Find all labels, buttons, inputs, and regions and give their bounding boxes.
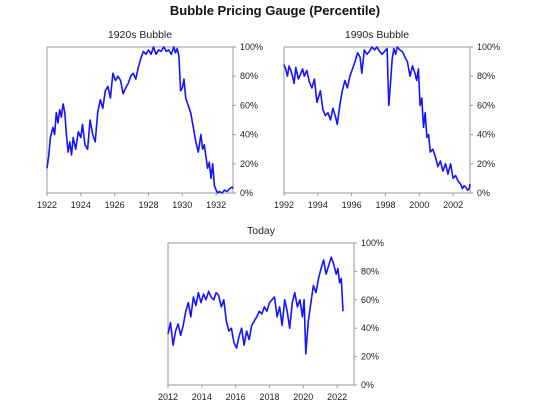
y-tick-label: 20% — [240, 159, 258, 169]
x-tick-label: 2016 — [226, 392, 246, 402]
x-tick-label: 1926 — [105, 200, 125, 210]
y-tick-label: 60% — [240, 100, 258, 110]
x-tick-label: 1922 — [37, 200, 57, 210]
chart-1990s-title: 1990s Bubble — [345, 29, 409, 41]
x-tick-label: 2014 — [192, 392, 212, 402]
x-tick-label: 1928 — [138, 200, 158, 210]
chart-today-frame — [167, 242, 355, 386]
y-tick-label: 0% — [240, 188, 253, 198]
y-tick-label: 20% — [361, 352, 379, 362]
y-tick-label: 100% — [477, 42, 500, 52]
y-tick-label: 80% — [240, 71, 258, 81]
y-tick-label: 80% — [361, 266, 379, 276]
chart-1990s: 1990s Bubble 1992 1994 1996 1998 2000 2002 0% 20… — [274, 29, 500, 210]
x-tick-label: 2020 — [293, 392, 313, 402]
series-line-1920s — [46, 46, 234, 194]
y-tick-label: 20% — [477, 159, 495, 169]
x-tick-label: 2012 — [158, 392, 178, 402]
x-tick-label: 1994 — [308, 200, 328, 210]
y-tick-label: 60% — [477, 100, 495, 110]
x-tick-label: 1930 — [172, 200, 192, 210]
x-tick-label: 1998 — [375, 200, 395, 210]
x-tick-label: 1992 — [274, 200, 294, 210]
x-tick-label: 1932 — [206, 200, 226, 210]
series-line-today — [167, 256, 344, 355]
y-tick-label: 100% — [361, 238, 384, 248]
chart-today: Today 2012 2014 2016 2018 2020 2022 0% 20% 40% 60%… — [158, 225, 384, 402]
y-tick-label: 40% — [240, 130, 258, 140]
x-tick-label: 2002 — [443, 200, 463, 210]
page-title: Bubble Pricing Gauge (Percentile) — [169, 3, 381, 18]
x-tick-label: 1996 — [342, 200, 362, 210]
x-tick-label: 2022 — [327, 392, 347, 402]
y-tick-label: 0% — [477, 188, 490, 198]
x-tick-label: 1924 — [71, 200, 91, 210]
y-tick-label: 40% — [361, 323, 379, 333]
chart-1920s-frame — [46, 46, 234, 194]
series-line-1990s — [283, 46, 471, 191]
x-tick-label: 2018 — [259, 392, 279, 402]
y-tick-label: 60% — [361, 295, 379, 305]
chart-today-title: Today — [247, 225, 276, 237]
chart-1920s: 1920s Bubble 1922 1924 1926 1928 1930 1932 0% 20… — [37, 29, 263, 210]
y-tick-label: 100% — [240, 42, 263, 52]
y-tick-label: 40% — [477, 130, 495, 140]
y-tick-label: 0% — [361, 380, 374, 390]
y-tick-label: 80% — [477, 71, 495, 81]
x-tick-label: 2000 — [409, 200, 429, 210]
chart-1920s-title: 1920s Bubble — [108, 29, 172, 41]
